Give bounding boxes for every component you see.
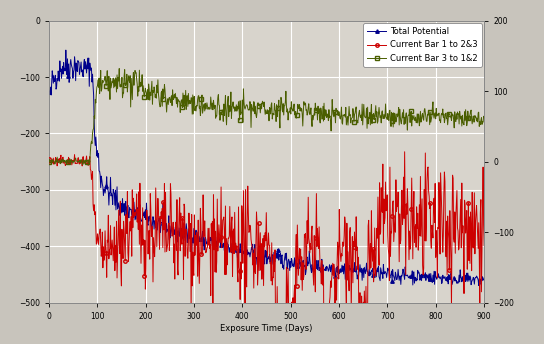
Current Bar 1 to 2&3 <box>376 181 383 185</box>
Total Potential <box>73 61 79 65</box>
Current Bar 1 to 2&3 <box>422 239 428 243</box>
Total Potential <box>299 262 306 267</box>
Current Bar 3 to 1&2 <box>422 107 428 111</box>
Total Potential <box>324 264 330 268</box>
Current Bar 1 to 2&3 <box>299 288 306 292</box>
Current Bar 3 to 1&2 <box>72 156 79 160</box>
Legend: Total Potential, Current Bar 1 to 2&3, Current Bar 3 to 1&2: Total Potential, Current Bar 1 to 2&3, C… <box>363 23 481 67</box>
Current Bar 3 to 1&2 <box>377 116 384 120</box>
Current Bar 3 to 1&2 <box>116 66 122 71</box>
Current Bar 1 to 2&3 <box>46 157 52 161</box>
Current Bar 3 to 1&2 <box>481 115 487 119</box>
Line: Current Bar 3 to 1&2: Current Bar 3 to 1&2 <box>47 67 486 166</box>
Current Bar 3 to 1&2 <box>324 113 331 117</box>
Total Potential <box>376 277 383 281</box>
Total Potential <box>475 283 482 288</box>
Total Potential <box>481 278 487 282</box>
Current Bar 3 to 1&2 <box>311 111 318 115</box>
Line: Current Bar 1 to 2&3: Current Bar 1 to 2&3 <box>47 150 486 344</box>
Total Potential <box>46 90 52 94</box>
Current Bar 3 to 1&2 <box>79 163 86 167</box>
Total Potential <box>421 273 428 277</box>
Current Bar 3 to 1&2 <box>46 160 52 164</box>
Current Bar 1 to 2&3 <box>311 283 317 287</box>
Total Potential <box>311 267 317 271</box>
Current Bar 1 to 2&3 <box>72 161 79 165</box>
Current Bar 3 to 1&2 <box>300 124 306 128</box>
X-axis label: Exposure Time (Days): Exposure Time (Days) <box>220 323 313 333</box>
Total Potential <box>63 48 69 52</box>
Current Bar 1 to 2&3 <box>401 150 408 154</box>
Line: Total Potential: Total Potential <box>47 49 486 287</box>
Current Bar 1 to 2&3 <box>481 244 487 248</box>
